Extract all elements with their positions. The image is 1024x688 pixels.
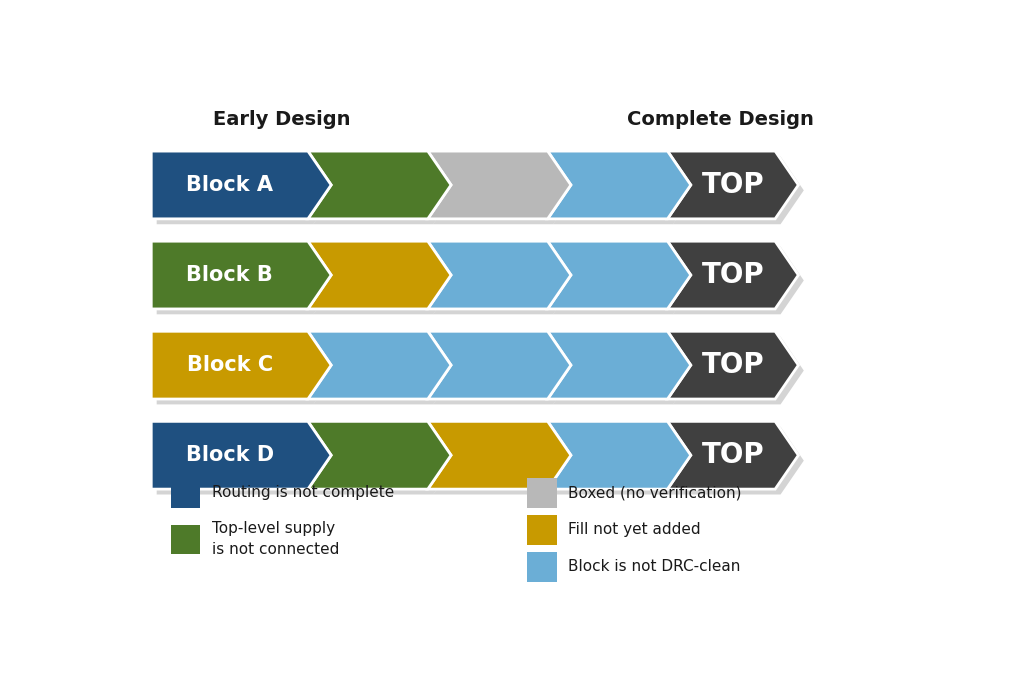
Text: Block D: Block D	[185, 445, 273, 465]
Polygon shape	[668, 421, 799, 489]
Polygon shape	[308, 421, 451, 489]
Polygon shape	[157, 336, 337, 405]
Polygon shape	[553, 427, 696, 495]
Text: Block C: Block C	[186, 355, 272, 375]
Polygon shape	[433, 246, 577, 314]
Text: Complete Design: Complete Design	[627, 110, 814, 129]
Text: Block B: Block B	[186, 265, 273, 285]
Text: TOP: TOP	[701, 441, 764, 469]
Polygon shape	[668, 151, 799, 219]
Polygon shape	[433, 156, 577, 224]
Polygon shape	[313, 246, 457, 314]
Polygon shape	[673, 336, 804, 405]
Polygon shape	[152, 331, 331, 399]
Polygon shape	[152, 151, 331, 219]
Text: Boxed (no verification): Boxed (no verification)	[568, 486, 741, 500]
Polygon shape	[548, 421, 691, 489]
Polygon shape	[553, 246, 696, 314]
Polygon shape	[553, 156, 696, 224]
Polygon shape	[548, 241, 691, 309]
Polygon shape	[428, 151, 571, 219]
Text: TOP: TOP	[701, 351, 764, 379]
Text: Block A: Block A	[186, 175, 273, 195]
Bar	[527, 552, 557, 581]
Bar	[527, 515, 557, 545]
Text: Routing is not complete: Routing is not complete	[212, 486, 394, 500]
Polygon shape	[313, 427, 457, 495]
Polygon shape	[428, 331, 571, 399]
Polygon shape	[313, 336, 457, 405]
Text: Block is not DRC-clean: Block is not DRC-clean	[568, 559, 740, 574]
Polygon shape	[308, 151, 451, 219]
Polygon shape	[428, 421, 571, 489]
Bar	[171, 524, 200, 554]
Bar	[527, 478, 557, 508]
Bar	[171, 478, 200, 508]
Polygon shape	[308, 241, 451, 309]
Polygon shape	[157, 427, 337, 495]
Polygon shape	[433, 427, 577, 495]
Polygon shape	[548, 331, 691, 399]
Polygon shape	[308, 331, 451, 399]
Polygon shape	[548, 151, 691, 219]
Polygon shape	[157, 156, 337, 224]
Polygon shape	[673, 246, 804, 314]
Polygon shape	[673, 427, 804, 495]
Text: TOP: TOP	[701, 261, 764, 289]
Polygon shape	[553, 336, 696, 405]
Polygon shape	[313, 156, 457, 224]
Text: TOP: TOP	[701, 171, 764, 199]
Polygon shape	[668, 331, 799, 399]
Polygon shape	[433, 336, 577, 405]
Text: Fill not yet added: Fill not yet added	[568, 522, 700, 537]
Polygon shape	[428, 241, 571, 309]
Polygon shape	[152, 241, 331, 309]
Polygon shape	[152, 421, 331, 489]
Polygon shape	[668, 241, 799, 309]
Polygon shape	[673, 156, 804, 224]
Text: Top-level supply
is not connected: Top-level supply is not connected	[212, 522, 339, 557]
Polygon shape	[157, 246, 337, 314]
Text: Early Design: Early Design	[213, 110, 351, 129]
